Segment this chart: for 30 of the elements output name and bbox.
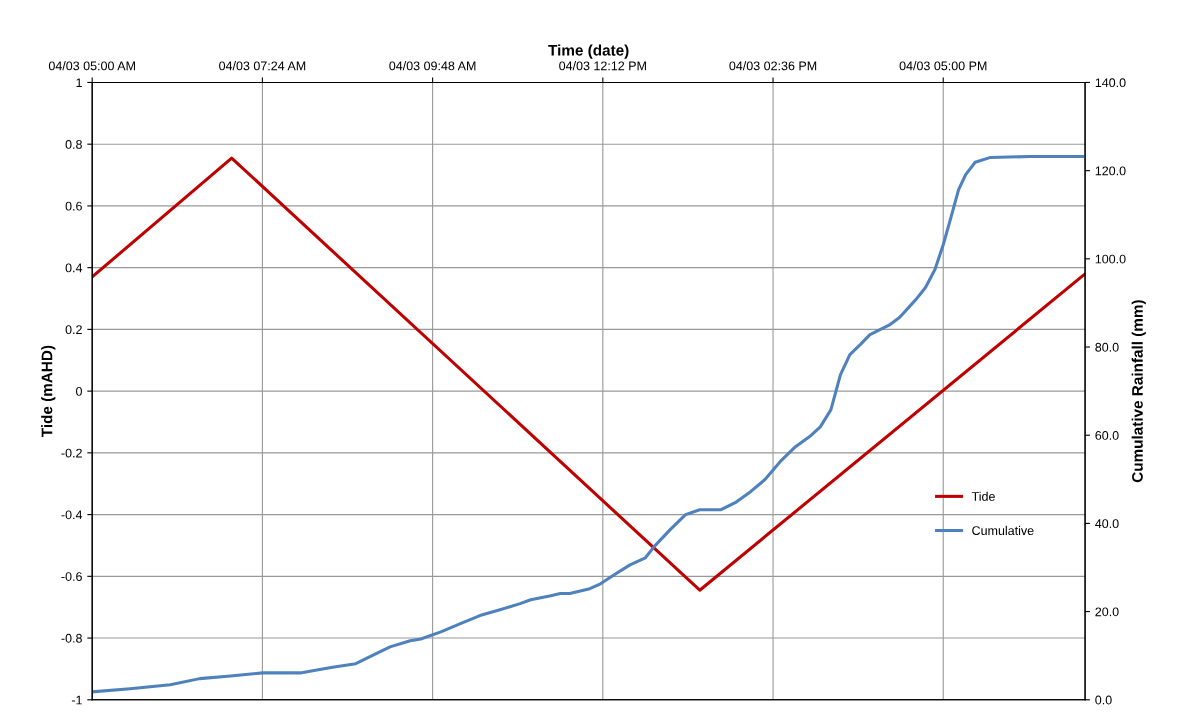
legend-label: Cumulative	[972, 525, 1034, 536]
y-axis-title: Tide (mAHD)	[41, 345, 56, 438]
y-tick-label: 0.4	[65, 263, 83, 273]
y2-tick-label: 60.0	[1095, 431, 1119, 440]
y2-axis-title: Cumulative Rainfall (mm)	[1131, 300, 1146, 483]
legend-label: Tide	[971, 491, 995, 501]
y-tick-label: 0.2	[65, 325, 82, 335]
y-tick-label: 0.8	[65, 139, 82, 149]
x-tick-label: 04/03 05:00 AM	[48, 61, 135, 71]
x-tick-label: 04/03 09:48 AM	[389, 61, 476, 71]
y2-tick-label: 40.0	[1095, 519, 1119, 529]
x-tick-label: 04/03 07:24 AM	[219, 61, 306, 71]
y2-tick-label: 20.0	[1095, 607, 1119, 617]
y2-tick-label: 120.0	[1095, 166, 1126, 176]
y-tick-label: -0.8	[61, 633, 82, 643]
y-tick-label: 0.6	[65, 201, 82, 211]
y2-tick-label: 0.0	[1095, 695, 1112, 705]
y-tick-label: -0.6	[61, 572, 82, 581]
x-tick-label: 04/03 02:36 PM	[729, 61, 817, 71]
y-tick-label: -0.2	[61, 448, 82, 458]
x-axis-title: Time (date)	[548, 44, 629, 59]
x-tick-label: 04/03 12:12 PM	[559, 61, 646, 71]
x-tick-label: 04/03 05:00 PM	[899, 61, 987, 71]
y2-tick-label: 100.0	[1095, 254, 1126, 264]
y-tick-label: -1	[71, 695, 82, 705]
y2-tick-label: 140.0	[1095, 78, 1126, 88]
y2-tick-label: 80.0	[1095, 342, 1119, 352]
y-tick-label: 0	[76, 386, 82, 396]
y-tick-label: -0.4	[61, 510, 83, 520]
y-tick-label: 1	[76, 78, 82, 87]
